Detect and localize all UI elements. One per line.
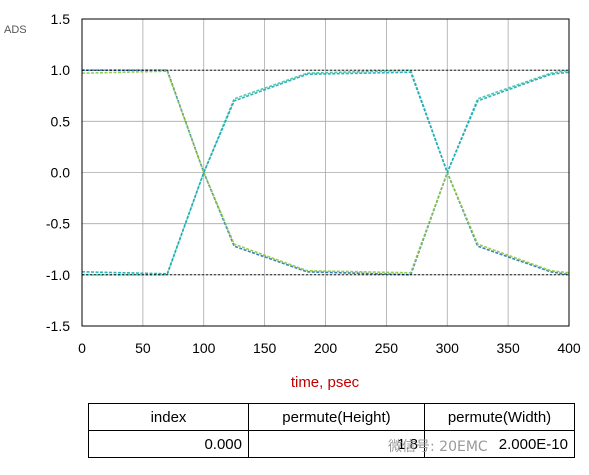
table-header-row: index permute(Height) permute(Width)	[88, 403, 575, 431]
x-tick-label: 350	[496, 340, 520, 356]
cell-index: 0.000	[88, 430, 249, 458]
x-tick-label: 300	[436, 340, 460, 356]
x-tick-label: 400	[557, 340, 581, 356]
x-tick-label: 150	[253, 340, 277, 356]
header-width: permute(Width)	[424, 403, 575, 431]
y-tick-label: 1.5	[51, 11, 71, 27]
series-line	[82, 69, 570, 276]
x-axis-label: time, psec	[291, 374, 360, 391]
grid-lines	[81, 18, 570, 327]
eye-diagram-chart: ADS 1.5 1.0 0.5 0.0 -0.5 -1.0 -1.5 0 50 100 150 20…	[4, 11, 581, 391]
watermark: 微信号: 20EMC	[388, 439, 488, 455]
series-line	[82, 69, 570, 276]
y-tick-label: 1.0	[51, 62, 71, 78]
x-tick-label: 200	[314, 340, 338, 356]
y-tick-label: -1.5	[46, 318, 70, 334]
series-line	[81, 71, 570, 275]
cell-width: 2.000E-10	[424, 430, 575, 458]
plot-frame	[81, 18, 570, 327]
x-tick-label: 100	[192, 340, 216, 356]
y-tick-label: -1.0	[46, 267, 70, 283]
x-tick-label: 250	[375, 340, 399, 356]
y-tick-label: 0.0	[51, 165, 71, 181]
x-tick-labels: 0 50 100 150 200 250 300 350 400	[78, 340, 581, 356]
cell-height: 1.8	[248, 430, 425, 458]
header-index: index	[88, 403, 249, 431]
table-row: 0.000 1.8 2.000E-10	[88, 430, 575, 458]
header-height: permute(Height)	[248, 403, 425, 431]
ads-brand-label: ADS	[4, 24, 27, 36]
results-table: index permute(Height) permute(Width) 0.0…	[88, 403, 575, 458]
x-tick-label: 50	[135, 340, 151, 356]
series-group	[81, 69, 570, 276]
y-tick-label: -0.5	[46, 216, 70, 232]
x-tick-label: 0	[78, 340, 86, 356]
series-line	[81, 70, 570, 274]
y-tick-label: 0.5	[51, 113, 71, 129]
y-tick-labels: 1.5 1.0 0.5 0.0 -0.5 -1.0 -1.5	[46, 11, 70, 334]
